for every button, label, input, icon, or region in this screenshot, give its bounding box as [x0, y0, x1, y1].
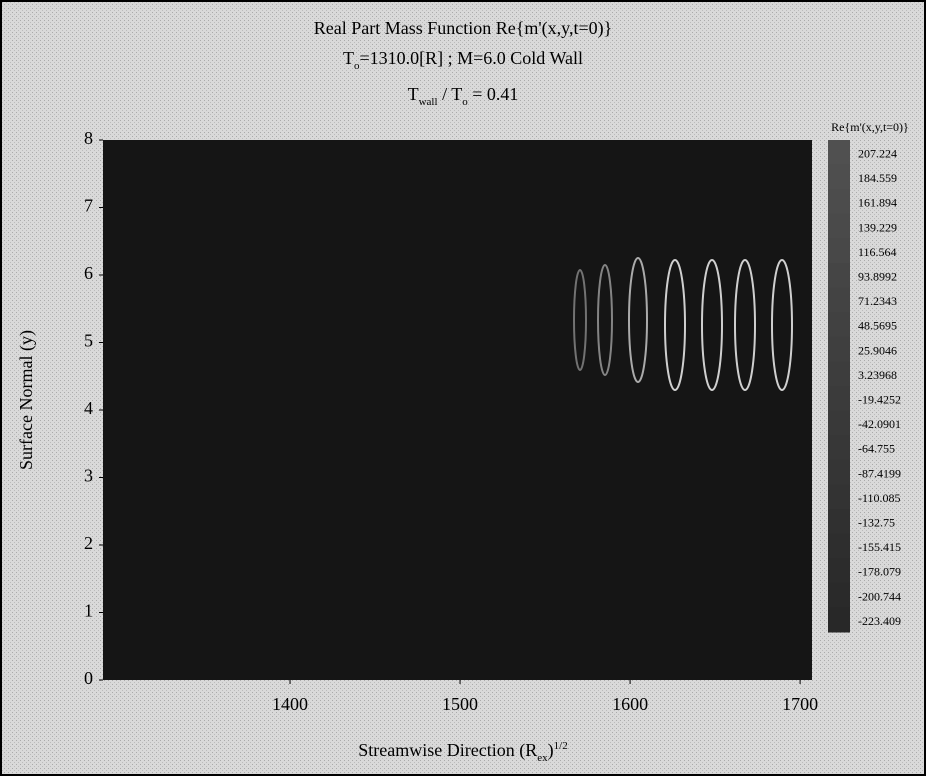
x-tick-label: 1400	[272, 694, 308, 714]
colorbar-label: 48.5695	[858, 319, 897, 333]
y-tick-label: 8	[84, 128, 93, 148]
colorbar-swatch	[828, 287, 850, 313]
colorbar-label: -132.75	[858, 516, 895, 530]
colorbar-label: -178.079	[858, 565, 901, 579]
colorbar-swatch	[828, 435, 850, 461]
colorbar-swatch	[828, 459, 850, 485]
colorbar-swatch	[828, 607, 850, 633]
contour-lines	[573, 257, 793, 391]
colorbar-label: -19.4252	[858, 393, 901, 407]
colorbar-label: 207.224	[858, 147, 897, 161]
colorbar-label: -64.755	[858, 442, 895, 456]
colorbar-label: -223.409	[858, 614, 901, 628]
colorbar-label: -155.415	[858, 540, 901, 554]
colorbar-swatch	[828, 238, 850, 264]
colorbar-label: 71.2343	[858, 294, 897, 308]
x-tick-label: 1600	[612, 694, 648, 714]
y-tick-label: 2	[84, 533, 93, 553]
colorbar-title: Re{m'(x,y,t=0)}	[831, 120, 909, 134]
colorbar-label: -87.4199	[858, 466, 901, 480]
y-tick-label: 6	[84, 263, 93, 283]
chart-title: Real Part Mass Function Re{m'(x,y,t=0)}	[314, 18, 612, 39]
colorbar-label: -110.085	[858, 491, 901, 505]
chart-subtitle-part: / T	[438, 84, 463, 104]
colorbar-swatch	[828, 140, 850, 166]
colorbar-swatch	[828, 164, 850, 190]
colorbar-swatch	[828, 558, 850, 584]
chart-subtitle-part: wall	[419, 96, 438, 108]
chart-subtitle-part: T	[343, 48, 354, 68]
colorbar-swatch	[828, 189, 850, 215]
colorbar-swatch	[828, 312, 850, 338]
chart-subtitle-part: o	[462, 96, 468, 108]
plot-area	[103, 140, 812, 680]
colorbar-label: -42.0901	[858, 417, 901, 431]
colorbar-swatch	[828, 410, 850, 436]
chart-subtitle-part: o	[354, 60, 360, 72]
colorbar-swatch	[828, 582, 850, 608]
colorbar-swatch	[828, 263, 850, 289]
y-tick-label: 1	[84, 601, 93, 621]
x-axis-label: Streamwise Direction (Rex)1/2	[358, 740, 567, 764]
y-axis-label: Surface Normal (y)	[16, 330, 37, 470]
chart-subtitle: Twall / To = 0.41	[408, 84, 519, 107]
x-tick-label: 1700	[782, 694, 818, 714]
colorbar-label: 116.564	[858, 245, 897, 259]
colorbar-label: 25.9046	[858, 343, 897, 357]
chart-subtitle-part: = 0.41	[468, 84, 519, 104]
colorbar-swatch	[828, 213, 850, 239]
colorbar-label: 139.229	[858, 220, 897, 234]
x-tick-label: 1500	[442, 694, 478, 714]
y-tick-label: 5	[84, 331, 93, 351]
colorbar-label: 3.23968	[858, 368, 897, 382]
colorbar-swatch	[828, 484, 850, 510]
colorbar-label: 161.894	[858, 196, 897, 210]
y-tick-label: 3	[84, 466, 93, 486]
y-tick-label: 0	[84, 668, 93, 688]
colorbar-swatch	[828, 386, 850, 412]
y-tick-label: 4	[84, 398, 93, 418]
y-tick-label: 7	[84, 196, 93, 216]
colorbar-swatch	[828, 509, 850, 535]
colorbar-swatch	[828, 533, 850, 559]
colorbar-swatch	[828, 361, 850, 387]
x-axis-label-part: )	[548, 740, 554, 761]
x-axis-label-part: Streamwise Direction (R	[358, 740, 537, 761]
colorbar-label: -200.744	[858, 589, 901, 603]
colorbar-label: 184.559	[858, 171, 897, 185]
x-axis-label-part: 1/2	[554, 740, 568, 752]
colorbar-label: 93.8992	[858, 270, 897, 284]
chart-subtitle-part: =1310.0[R] ; M=6.0 Cold Wall	[359, 48, 583, 68]
chart-subtitle-part: T	[408, 84, 419, 104]
chart-title-part: Real Part Mass Function Re{m'(x,y,t=0)}	[314, 18, 612, 39]
colorbar-swatch	[828, 336, 850, 362]
chart-subtitle: To=1310.0[R] ; M=6.0 Cold Wall	[343, 48, 583, 71]
x-axis-label-part: ex	[537, 752, 548, 764]
